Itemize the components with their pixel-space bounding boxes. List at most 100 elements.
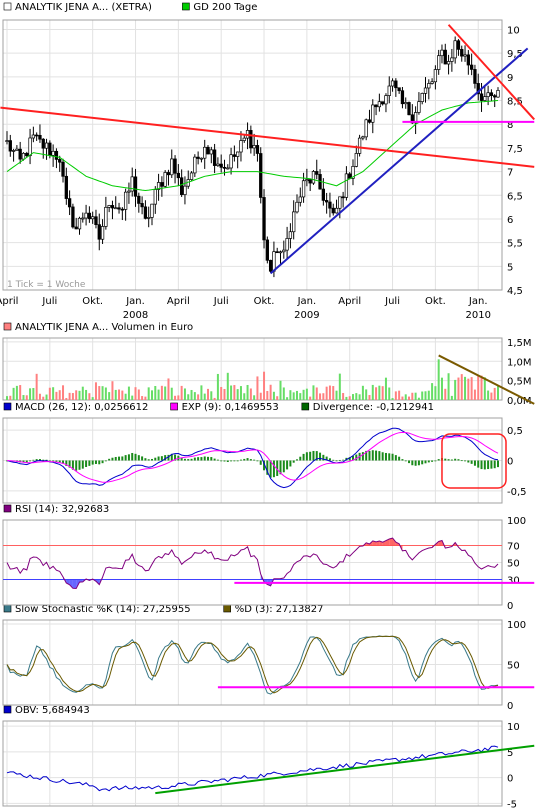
candle-body — [193, 156, 197, 174]
divergence-bar — [437, 459, 440, 461]
candle-body — [371, 104, 375, 123]
volume-bar — [134, 387, 137, 400]
stoch-k-line — [6, 635, 499, 695]
candle-body — [387, 85, 391, 96]
rsi-panel: 100 70 50 30 0 — [2, 516, 535, 612]
divergence-bar — [295, 459, 298, 461]
volume-bar — [289, 390, 292, 400]
divergence-bar — [174, 454, 177, 461]
volume-bar — [378, 385, 381, 400]
volume-bar — [473, 389, 476, 400]
rsi-fill — [66, 579, 70, 585]
divergence-bar — [371, 450, 374, 461]
volume-bar — [464, 376, 467, 400]
volume-bar — [210, 391, 213, 400]
candle-body — [407, 102, 411, 116]
volume-bar — [394, 391, 397, 400]
volume-bar — [71, 393, 74, 400]
volume-bar — [150, 390, 153, 400]
volume-bar — [193, 392, 196, 400]
divergence-bar — [272, 460, 275, 478]
divergence-bar — [444, 458, 447, 461]
candle-body — [58, 159, 62, 163]
candle-body — [226, 167, 230, 170]
volume-bar — [78, 390, 81, 400]
candle-body — [84, 212, 88, 219]
volume-bar — [332, 386, 335, 400]
divergence-bar — [233, 460, 236, 462]
rsi-fill — [79, 579, 83, 583]
candle-body — [153, 189, 157, 205]
divergence-bar — [131, 452, 134, 461]
candle-body — [473, 69, 477, 84]
divergence-bar — [319, 452, 322, 461]
volume-bar — [190, 389, 193, 400]
legend-swatch — [223, 604, 231, 613]
candle-body — [77, 217, 82, 230]
candle-body — [143, 206, 148, 219]
divergence-bar — [256, 460, 259, 462]
volume-bar — [342, 393, 345, 400]
volume-bar — [141, 396, 144, 400]
volume-bar — [302, 389, 305, 400]
divergence-bar — [342, 459, 345, 461]
candle-body — [137, 195, 141, 204]
divergence-bar — [62, 460, 65, 464]
volume-bar — [45, 394, 48, 400]
stoch-d-line — [6, 635, 499, 694]
rsi-fill — [72, 579, 77, 589]
y-tick-label: 0,0M — [507, 396, 532, 407]
volume-bar — [417, 397, 420, 400]
volume-bar — [233, 385, 236, 400]
y-tick-label: 0 — [507, 774, 513, 785]
volume-bar — [249, 388, 252, 400]
candle-body — [127, 190, 131, 193]
candle-body — [384, 95, 388, 105]
candle-body — [489, 92, 494, 96]
divergence-bar — [223, 460, 226, 462]
candle-body — [180, 177, 184, 195]
macd-line — [6, 427, 499, 489]
volume-bar — [460, 374, 463, 400]
candle-body — [150, 203, 154, 218]
candle-body — [321, 188, 325, 201]
x-tick-label: Jan. — [297, 296, 317, 307]
candle-body — [463, 54, 467, 57]
candle-body — [74, 226, 78, 230]
volume-bar — [384, 377, 387, 400]
rsi-fill — [389, 538, 393, 546]
trend-line — [0, 106, 535, 168]
panel-frame — [2, 19, 503, 291]
divergence-bar — [170, 453, 173, 461]
volume-bar — [352, 394, 355, 400]
candle-body — [433, 69, 438, 83]
divergence-bar — [124, 455, 127, 461]
volume-bar — [108, 392, 111, 400]
divergence-bar — [421, 460, 424, 465]
candle-body — [166, 172, 171, 176]
y-tick-label: 10 — [507, 25, 520, 36]
candle-body — [483, 96, 487, 101]
candle-body — [196, 156, 200, 159]
candle-body — [189, 172, 194, 180]
candle-body — [100, 226, 105, 240]
obv-trend-line — [155, 744, 535, 795]
legend-label: MACD (26, 12): 0,0256612 — [15, 402, 148, 413]
volume-bar — [295, 390, 298, 400]
volume-bar — [361, 385, 364, 400]
candle-body — [123, 191, 128, 210]
candle-body — [397, 87, 401, 92]
candle-body — [292, 211, 296, 233]
volume-bar — [236, 389, 239, 400]
volume-bar — [213, 397, 216, 400]
x-tick-label: Juli — [41, 296, 57, 307]
volume-bar — [131, 395, 134, 400]
rsi-fill — [69, 579, 73, 589]
candle-body — [450, 57, 454, 62]
divergence-bar — [338, 459, 341, 461]
divergence-bar — [348, 457, 351, 461]
candle-body — [259, 153, 263, 198]
candle-body — [147, 217, 151, 219]
volume-bar — [309, 396, 312, 400]
